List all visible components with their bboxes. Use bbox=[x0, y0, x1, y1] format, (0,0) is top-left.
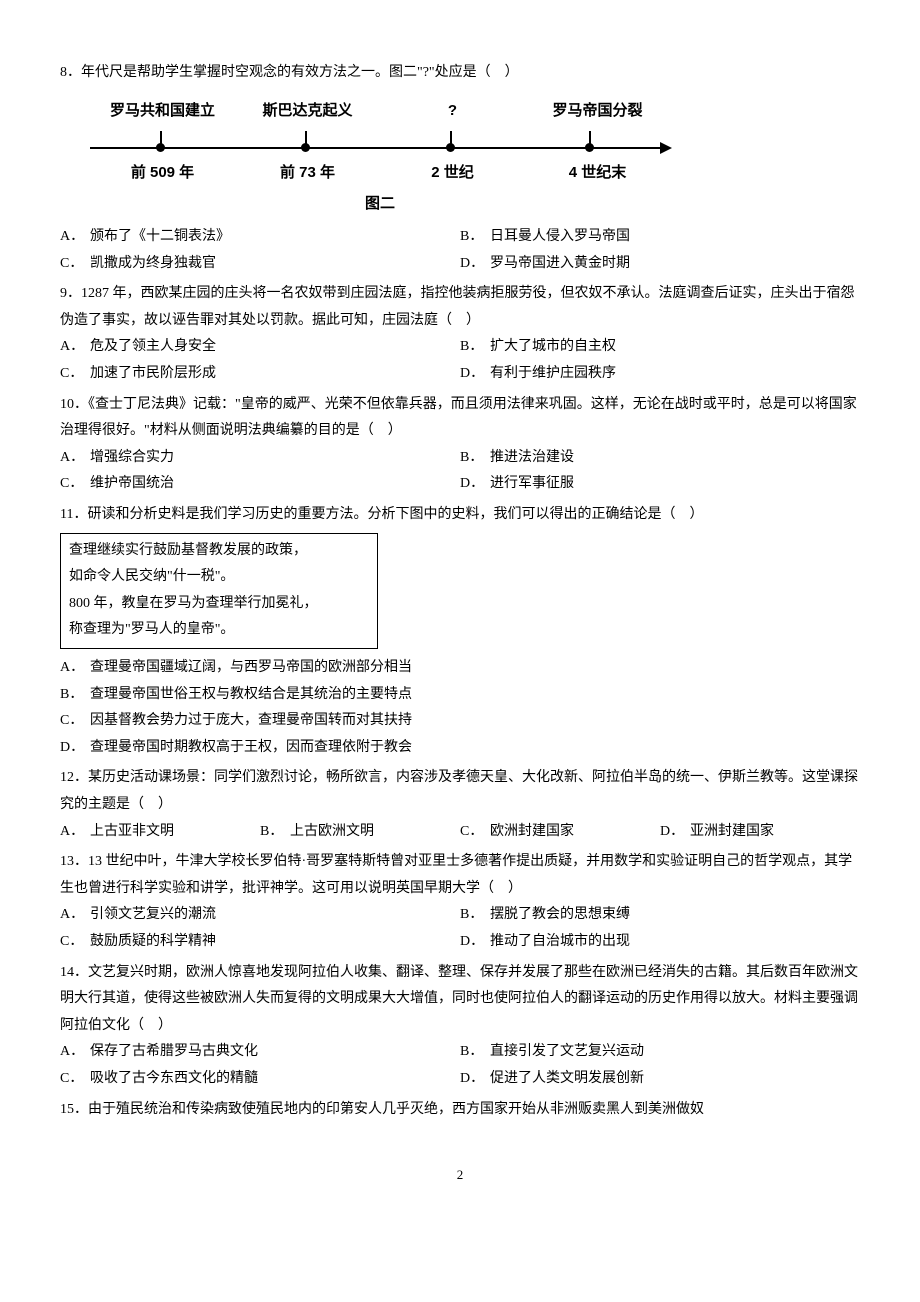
q14-option-b: B．直接引发了文艺复兴运动 bbox=[460, 1039, 860, 1066]
q10-stem: 10．《查士丁尼法典》记载："皇帝的威严、光荣不但依靠兵器，而且须用法律来巩固。… bbox=[60, 397, 857, 439]
q11-options: A．查理曼帝国疆域辽阔，与西罗马帝国的欧洲部分相当 B．查理曼帝国世俗王权与教权… bbox=[60, 655, 860, 761]
q9-option-a: A．危及了领主人身安全 bbox=[60, 334, 460, 361]
q11-box-line-2: 800 年，教皇在罗马为查理举行加冕礼， bbox=[69, 591, 369, 618]
q13-options: A．引领文艺复兴的潮流 B．摆脱了教会的思想束缚 C．鼓励质疑的科学精神 D．推… bbox=[60, 902, 860, 955]
q10-option-d: D．进行军事征服 bbox=[460, 471, 860, 498]
timeline-bottom-labels: 前 509 年 前 73 年 2 世纪 4 世纪末 bbox=[90, 159, 670, 188]
timeline-dot bbox=[301, 143, 310, 152]
q14-option-d: D．促进了人类文明发展创新 bbox=[460, 1066, 860, 1093]
q8-option-b: B．日耳曼人侵入罗马帝国 bbox=[460, 224, 860, 251]
question-9: 9．1287 年，西欧某庄园的庄头将一名农奴带到庄园法庭，指控他装病拒服劳役，但… bbox=[60, 281, 860, 387]
timeline-top-1: 斯巴达克起义 bbox=[235, 97, 380, 126]
q8-option-d: D．罗马帝国进入黄金时期 bbox=[460, 251, 860, 278]
q9-option-c: C．加速了市民阶层形成 bbox=[60, 361, 460, 388]
timeline-top-2: ? bbox=[380, 97, 525, 126]
q12-option-d: D．亚洲封建国家 bbox=[660, 819, 860, 846]
q11-box-line-3: 称查理为"罗马人的皇帝"。 bbox=[69, 617, 369, 644]
q14-option-a: A．保存了古希腊罗马古典文化 bbox=[60, 1039, 460, 1066]
q11-box-line-0: 查理继续实行鼓励基督教发展的政策， bbox=[69, 538, 369, 565]
q11-option-c: C．因基督教会势力过于庞大，查理曼帝国转而对其扶持 bbox=[60, 708, 860, 735]
q12-option-c: C．欧洲封建国家 bbox=[460, 819, 660, 846]
q10-option-a: A．增强综合实力 bbox=[60, 445, 460, 472]
q9-options: A．危及了领主人身安全 B．扩大了城市的自主权 C．加速了市民阶层形成 D．有利… bbox=[60, 334, 860, 387]
q13-option-a: A．引领文艺复兴的潮流 bbox=[60, 902, 460, 929]
question-15: 15．由于殖民统治和传染病致使殖民地内的印第安人几乎灭绝，西方国家开始从非洲贩卖… bbox=[60, 1097, 860, 1124]
q13-option-d: D．推动了自治城市的出现 bbox=[460, 929, 860, 956]
q14-options: A．保存了古希腊罗马古典文化 B．直接引发了文艺复兴运动 C．吸收了古今东西文化… bbox=[60, 1039, 860, 1092]
question-13: 13．13 世纪中叶，牛津大学校长罗伯特·哥罗塞特斯特曾对亚里士多德著作提出质疑… bbox=[60, 849, 860, 955]
q14-stem: 14．文艺复兴时期，欧洲人惊喜地发现阿拉伯人收集、翻译、整理、保存并发展了那些在… bbox=[60, 965, 858, 1033]
q12-option-b: B．上古欧洲文明 bbox=[260, 819, 460, 846]
timeline-top-labels: 罗马共和国建立 斯巴达克起义 ? 罗马帝国分裂 bbox=[90, 97, 670, 126]
question-14: 14．文艺复兴时期，欧洲人惊喜地发现阿拉伯人收集、翻译、整理、保存并发展了那些在… bbox=[60, 960, 860, 1093]
q8-timeline: 罗马共和国建立 斯巴达克起义 ? 罗马帝国分裂 前 509 年 前 73 年 2… bbox=[90, 97, 670, 219]
q10-option-c: C．维护帝国统治 bbox=[60, 471, 460, 498]
timeline-top-3: 罗马帝国分裂 bbox=[525, 97, 670, 126]
q15-stem: 15．由于殖民统治和传染病致使殖民地内的印第安人几乎灭绝，西方国家开始从非洲贩卖… bbox=[60, 1102, 704, 1117]
q8-option-c: C．凯撒成为终身独裁官 bbox=[60, 251, 460, 278]
timeline-caption: 图二 bbox=[90, 190, 670, 219]
timeline-dot bbox=[585, 143, 594, 152]
q9-stem: 9．1287 年，西欧某庄园的庄头将一名农奴带到庄园法庭，指控他装病拒服劳役，但… bbox=[60, 286, 855, 328]
timeline-dot bbox=[156, 143, 165, 152]
timeline-bot-0: 前 509 年 bbox=[90, 159, 235, 188]
q13-option-c: C．鼓励质疑的科学精神 bbox=[60, 929, 460, 956]
q11-option-a: A．查理曼帝国疆域辽阔，与西罗马帝国的欧洲部分相当 bbox=[60, 655, 860, 682]
timeline-arrow-icon bbox=[660, 142, 672, 154]
timeline-axis bbox=[90, 131, 670, 153]
q11-box-line-1: 如命令人民交纳"什一税"。 bbox=[69, 564, 369, 591]
q10-option-b: B．推进法治建设 bbox=[460, 445, 860, 472]
question-10: 10．《查士丁尼法典》记载："皇帝的威严、光荣不但依靠兵器，而且须用法律来巩固。… bbox=[60, 392, 860, 498]
page-number: 2 bbox=[60, 1163, 860, 1188]
q11-option-d: D．查理曼帝国时期教权高于王权，因而查理依附于教会 bbox=[60, 735, 860, 762]
q11-stem: 11．研读和分析史料是我们学习历史的重要方法。分析下图中的史料，我们可以得出的正… bbox=[60, 507, 703, 522]
q11-source-box: 查理继续实行鼓励基督教发展的政策， 如命令人民交纳"什一税"。 800 年，教皇… bbox=[60, 533, 378, 649]
q8-options: A．颁布了《十二铜表法》 B．日耳曼人侵入罗马帝国 C．凯撒成为终身独裁官 D．… bbox=[60, 224, 860, 277]
q8-option-a: A．颁布了《十二铜表法》 bbox=[60, 224, 460, 251]
q13-stem: 13．13 世纪中叶，牛津大学校长罗伯特·哥罗塞特斯特曾对亚里士多德著作提出质疑… bbox=[60, 854, 852, 896]
q12-options: A．上古亚非文明 B．上古欧洲文明 C．欧洲封建国家 D．亚洲封建国家 bbox=[60, 819, 860, 846]
timeline-bot-1: 前 73 年 bbox=[235, 159, 380, 188]
q8-stem: 8．年代尺是帮助学生掌握时空观念的有效方法之一。图二"?"处应是（ ） bbox=[60, 65, 519, 80]
timeline-bot-3: 4 世纪末 bbox=[525, 159, 670, 188]
q13-option-b: B．摆脱了教会的思想束缚 bbox=[460, 902, 860, 929]
q11-option-b: B．查理曼帝国世俗王权与教权结合是其统治的主要特点 bbox=[60, 682, 860, 709]
timeline-top-0: 罗马共和国建立 bbox=[90, 97, 235, 126]
q12-stem: 12．某历史活动课场景：同学们激烈讨论，畅所欲言，内容涉及孝德天皇、大化改新、阿… bbox=[60, 770, 858, 812]
q12-option-a: A．上古亚非文明 bbox=[60, 819, 260, 846]
question-8: 8．年代尺是帮助学生掌握时空观念的有效方法之一。图二"?"处应是（ ） 罗马共和… bbox=[60, 60, 860, 277]
question-11: 11．研读和分析史料是我们学习历史的重要方法。分析下图中的史料，我们可以得出的正… bbox=[60, 502, 860, 761]
timeline-bot-2: 2 世纪 bbox=[380, 159, 525, 188]
question-12: 12．某历史活动课场景：同学们激烈讨论，畅所欲言，内容涉及孝德天皇、大化改新、阿… bbox=[60, 765, 860, 845]
q14-option-c: C．吸收了古今东西文化的精髓 bbox=[60, 1066, 460, 1093]
q10-options: A．增强综合实力 B．推进法治建设 C．维护帝国统治 D．进行军事征服 bbox=[60, 445, 860, 498]
timeline-dot bbox=[446, 143, 455, 152]
q9-option-b: B．扩大了城市的自主权 bbox=[460, 334, 860, 361]
q9-option-d: D．有利于维护庄园秩序 bbox=[460, 361, 860, 388]
